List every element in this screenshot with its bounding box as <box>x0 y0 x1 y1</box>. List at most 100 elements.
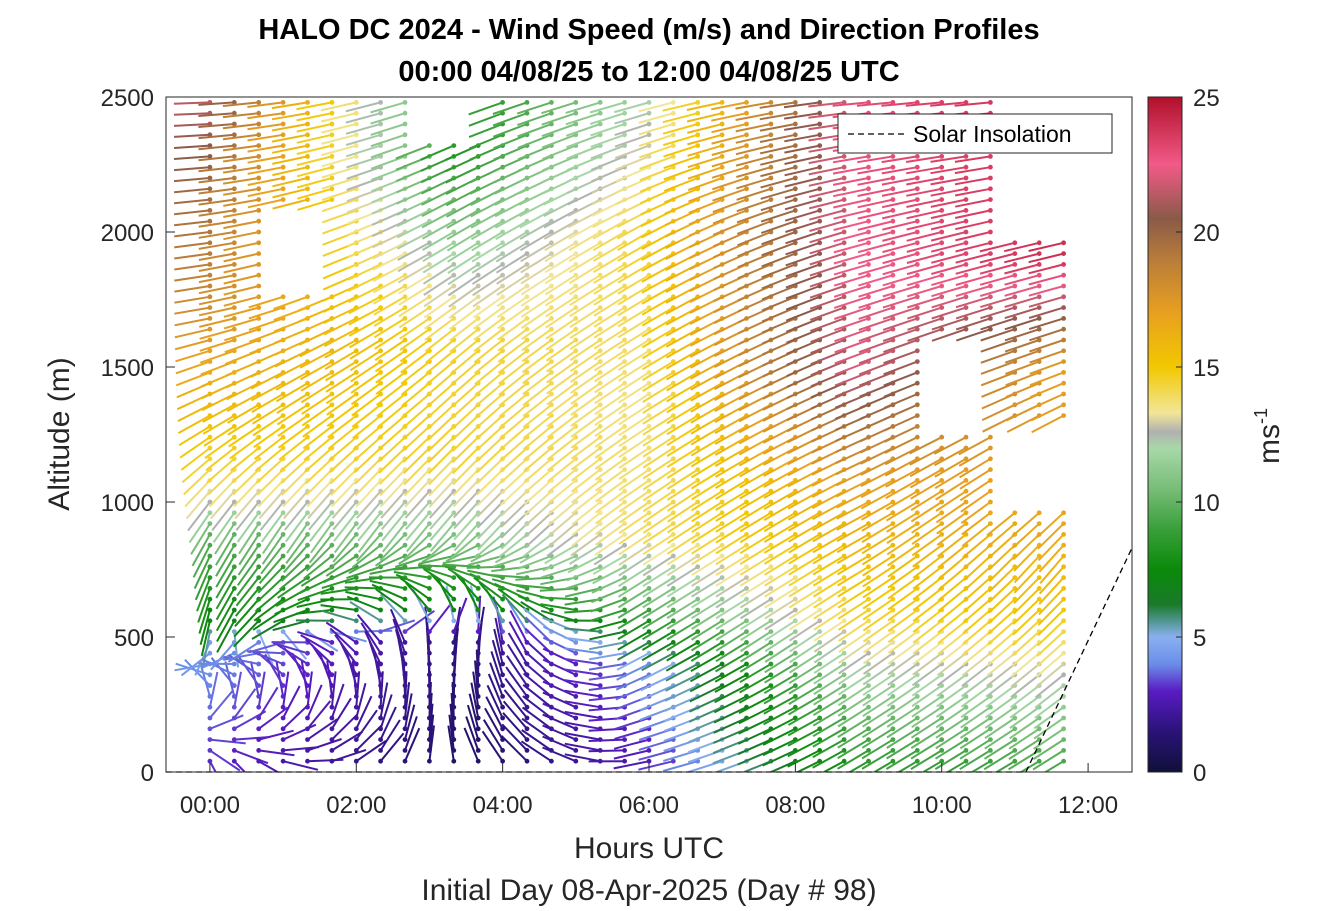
wind-barb <box>666 598 699 619</box>
wind-barb <box>564 753 601 763</box>
wind-barb-head <box>207 316 213 321</box>
wind-barb <box>834 339 869 354</box>
wind-barb <box>542 669 577 687</box>
wind-barb-head <box>1061 380 1066 386</box>
wind-barb-head <box>622 758 627 764</box>
wind-barb <box>232 468 260 496</box>
wind-barb <box>762 738 796 757</box>
wind-barb <box>642 609 674 630</box>
wind-barb <box>306 630 339 652</box>
wind-barb <box>909 457 943 478</box>
wind-barb <box>667 501 699 523</box>
wind-barb-head <box>890 640 896 645</box>
wind-barbs <box>173 100 1066 772</box>
wind-barb-head <box>597 694 603 699</box>
wind-barb <box>911 706 943 729</box>
wind-barb <box>862 565 894 588</box>
wind-barb-head <box>402 121 408 127</box>
wind-barb-head <box>646 380 652 386</box>
wind-barb-head <box>646 434 652 440</box>
wind-barb <box>470 682 480 719</box>
wind-barb <box>520 274 552 296</box>
wind-barb-head <box>500 704 505 710</box>
wind-barb-head <box>914 726 920 732</box>
wind-barb-head <box>866 251 871 256</box>
wind-barb-head <box>622 596 627 602</box>
wind-barb <box>906 285 942 298</box>
wind-barb <box>254 587 284 613</box>
wind-barb <box>470 220 504 241</box>
wind-barb <box>309 512 333 543</box>
wind-barb-head <box>549 262 554 267</box>
wind-barb-head <box>427 272 432 278</box>
wind-barb <box>785 252 821 267</box>
wind-barb <box>857 198 894 209</box>
wind-barb <box>234 587 260 617</box>
wind-barb <box>809 209 845 221</box>
wind-barb <box>331 730 364 752</box>
wind-barb <box>737 263 772 280</box>
wind-barb <box>641 295 674 316</box>
wind-barb <box>201 658 235 676</box>
wind-barb-head <box>646 121 652 127</box>
wind-barb <box>1036 512 1065 538</box>
wind-barb-head <box>597 445 603 451</box>
wind-barb <box>739 533 772 555</box>
wind-barb-head <box>695 564 701 570</box>
wind-barb-head <box>353 370 359 375</box>
wind-barb <box>495 241 528 263</box>
wind-barb <box>273 295 308 310</box>
wind-barb <box>691 555 723 577</box>
wind-barb-head <box>1036 726 1042 732</box>
wind-barb-head <box>353 132 359 138</box>
wind-barb <box>321 609 357 622</box>
wind-barb <box>785 274 821 289</box>
wind-barb <box>618 544 650 566</box>
wind-barb <box>174 274 211 282</box>
wind-barb <box>788 663 821 685</box>
wind-barb-head <box>597 553 603 559</box>
wind-barb-head <box>378 661 383 667</box>
wind-barb <box>236 512 260 543</box>
wind-barb <box>784 133 820 143</box>
wind-barb <box>250 360 284 378</box>
wind-barb <box>222 177 259 185</box>
wind-barb <box>785 241 821 256</box>
wind-barb <box>786 349 821 366</box>
wind-barb <box>738 717 772 735</box>
wind-barb <box>883 393 918 409</box>
wind-barb <box>665 295 699 315</box>
wind-barb-head <box>573 715 579 721</box>
wind-barb-head <box>427 240 432 246</box>
wind-barb <box>346 595 381 611</box>
wind-barb <box>809 317 845 332</box>
wind-barb-head <box>231 175 237 181</box>
wind-barb <box>192 544 211 578</box>
wind-barb-head <box>622 413 627 418</box>
wind-barb <box>837 749 870 770</box>
wind-barb-head <box>475 542 481 548</box>
wind-barb <box>886 738 918 760</box>
wind-barb-head <box>890 186 896 192</box>
wind-barb <box>323 295 357 313</box>
wind-barb <box>788 533 821 554</box>
wind-barb-head <box>280 413 286 418</box>
wind-barb <box>277 425 309 449</box>
wind-barb-head <box>231 154 237 159</box>
wind-barb-head <box>768 110 774 116</box>
wind-barb-head <box>597 521 603 526</box>
wind-barb <box>222 112 259 119</box>
wind-barb <box>618 436 650 459</box>
wind-barb-head <box>207 704 213 710</box>
wind-barb-head <box>914 748 920 753</box>
wind-barb <box>354 468 382 497</box>
wind-barb-head <box>817 532 823 537</box>
wind-barb <box>984 727 1016 750</box>
wind-barb <box>788 609 821 631</box>
wind-barb-head <box>817 575 823 580</box>
wind-barb-head <box>231 208 237 213</box>
wind-barb <box>688 706 723 723</box>
wind-barb <box>494 544 528 564</box>
wind-barb <box>715 479 748 500</box>
wind-barb <box>739 641 772 663</box>
